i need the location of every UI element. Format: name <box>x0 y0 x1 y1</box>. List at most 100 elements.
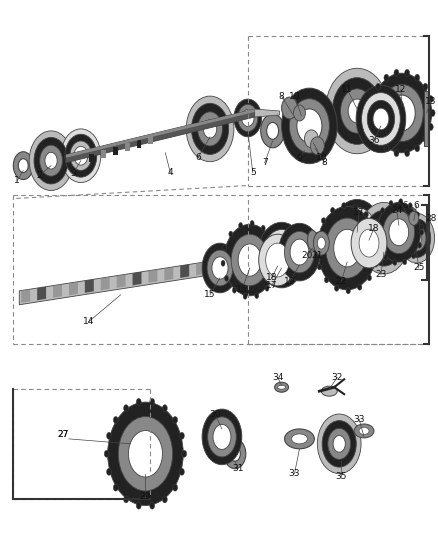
Polygon shape <box>85 279 94 293</box>
Ellipse shape <box>331 199 383 271</box>
Ellipse shape <box>367 275 371 281</box>
Polygon shape <box>19 258 230 305</box>
Bar <box>101 150 106 158</box>
Polygon shape <box>101 277 110 290</box>
Ellipse shape <box>332 78 382 144</box>
Text: 33: 33 <box>353 415 365 424</box>
Ellipse shape <box>307 230 318 250</box>
Ellipse shape <box>202 243 238 293</box>
Ellipse shape <box>341 89 374 133</box>
Ellipse shape <box>234 99 262 137</box>
Ellipse shape <box>136 399 141 406</box>
Ellipse shape <box>282 88 337 164</box>
Ellipse shape <box>430 109 435 117</box>
Ellipse shape <box>124 405 129 411</box>
Ellipse shape <box>150 399 155 406</box>
Text: 5: 5 <box>250 168 256 177</box>
Ellipse shape <box>61 129 101 182</box>
Text: 26: 26 <box>397 201 409 210</box>
Ellipse shape <box>377 228 391 248</box>
Ellipse shape <box>106 469 112 475</box>
Ellipse shape <box>357 284 362 290</box>
Text: 1: 1 <box>14 176 20 185</box>
Text: 21: 21 <box>312 251 323 260</box>
Text: 17: 17 <box>353 208 365 217</box>
Ellipse shape <box>316 232 320 238</box>
Ellipse shape <box>335 285 339 291</box>
Ellipse shape <box>225 276 229 281</box>
Ellipse shape <box>207 250 233 286</box>
Text: 20: 20 <box>302 251 313 260</box>
Ellipse shape <box>224 224 276 296</box>
Ellipse shape <box>389 200 393 206</box>
Text: 6: 6 <box>414 201 420 210</box>
Ellipse shape <box>403 219 431 257</box>
Ellipse shape <box>412 231 422 245</box>
Text: 4: 4 <box>167 168 173 177</box>
Bar <box>89 154 94 161</box>
Polygon shape <box>133 272 141 285</box>
Ellipse shape <box>259 234 297 286</box>
Ellipse shape <box>367 100 395 138</box>
Text: 23: 23 <box>375 270 387 279</box>
Ellipse shape <box>180 469 184 475</box>
Ellipse shape <box>317 264 321 270</box>
Polygon shape <box>255 109 279 117</box>
Polygon shape <box>117 274 126 288</box>
Ellipse shape <box>18 159 28 173</box>
Ellipse shape <box>34 138 68 184</box>
Text: 35: 35 <box>336 472 347 481</box>
Polygon shape <box>196 262 205 276</box>
Ellipse shape <box>266 243 290 277</box>
Text: 22: 22 <box>336 277 347 286</box>
Ellipse shape <box>290 239 309 265</box>
Polygon shape <box>21 289 30 303</box>
Ellipse shape <box>343 215 371 255</box>
Ellipse shape <box>384 145 389 152</box>
Ellipse shape <box>351 219 387 268</box>
Polygon shape <box>66 109 255 163</box>
Ellipse shape <box>353 204 358 210</box>
Ellipse shape <box>250 221 254 227</box>
Ellipse shape <box>380 84 423 142</box>
Ellipse shape <box>361 93 400 146</box>
Text: 32: 32 <box>332 373 343 382</box>
Bar <box>124 143 130 151</box>
Ellipse shape <box>186 96 234 161</box>
Ellipse shape <box>231 235 268 286</box>
Ellipse shape <box>325 277 329 283</box>
Ellipse shape <box>405 150 410 157</box>
Ellipse shape <box>128 431 162 477</box>
Ellipse shape <box>106 432 112 439</box>
Ellipse shape <box>293 105 305 121</box>
Ellipse shape <box>373 108 389 130</box>
Ellipse shape <box>420 229 424 235</box>
Ellipse shape <box>394 150 399 157</box>
Ellipse shape <box>383 211 414 254</box>
Ellipse shape <box>333 435 345 452</box>
Ellipse shape <box>356 85 406 153</box>
Ellipse shape <box>223 245 226 251</box>
Ellipse shape <box>213 424 231 449</box>
Text: 27: 27 <box>57 431 69 439</box>
Bar <box>148 136 153 144</box>
Ellipse shape <box>255 293 259 298</box>
Text: 10: 10 <box>289 92 300 101</box>
Ellipse shape <box>278 385 286 389</box>
Ellipse shape <box>162 405 167 411</box>
Text: 30: 30 <box>209 409 221 418</box>
Ellipse shape <box>408 203 412 208</box>
Ellipse shape <box>314 248 318 254</box>
Ellipse shape <box>238 104 258 132</box>
Polygon shape <box>37 287 46 300</box>
Ellipse shape <box>233 287 237 293</box>
Bar <box>424 91 429 146</box>
Ellipse shape <box>359 427 369 434</box>
Ellipse shape <box>325 68 389 154</box>
Ellipse shape <box>372 73 431 153</box>
Ellipse shape <box>297 109 322 143</box>
Ellipse shape <box>326 218 369 278</box>
Polygon shape <box>53 285 62 298</box>
Ellipse shape <box>208 417 236 457</box>
Ellipse shape <box>377 245 381 251</box>
